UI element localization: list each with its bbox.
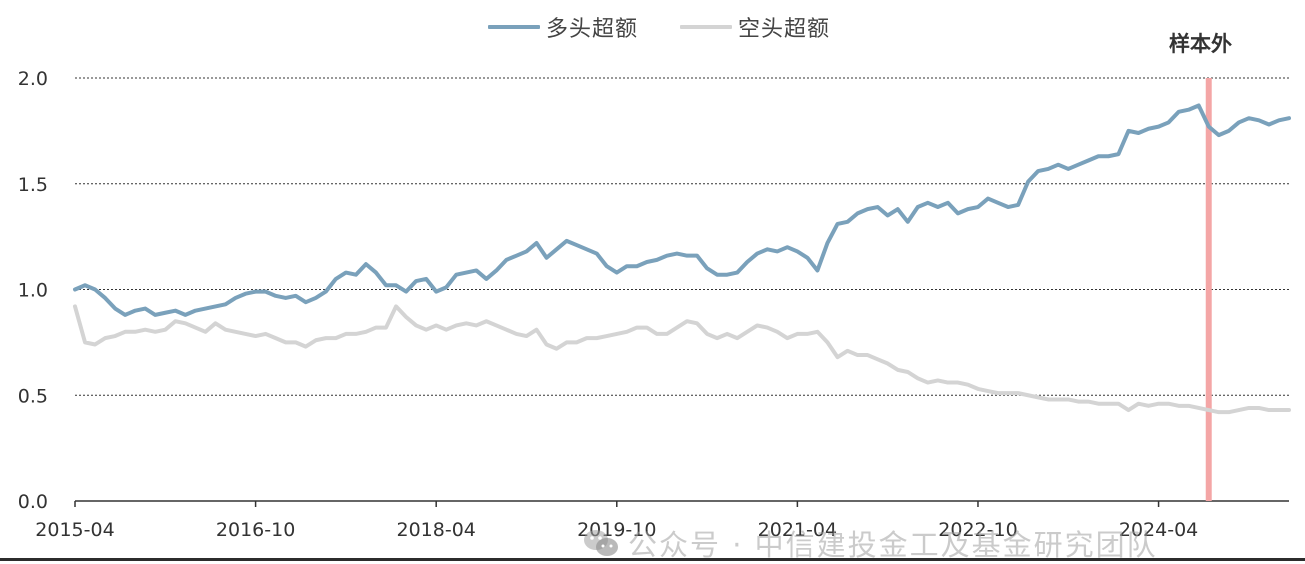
legend-swatch-short — [680, 25, 732, 29]
chart-gridlines — [75, 78, 1289, 395]
x-tick-label: 2016-10 — [216, 519, 295, 541]
legend-item-long: 多头超额 — [488, 12, 638, 42]
series-1 — [75, 306, 1289, 412]
y-tick-label: 0.0 — [18, 491, 48, 513]
wechat-icon — [582, 528, 620, 558]
out-of-sample-label: 样本外 — [1169, 28, 1232, 58]
series-lines — [75, 105, 1289, 412]
series-line-0 — [75, 106, 1289, 315]
y-tick-label: 0.5 — [18, 385, 48, 407]
y-tick-label: 2.0 — [18, 68, 48, 90]
series-line-1 — [75, 306, 1289, 412]
x-tick-label: 2018-04 — [396, 519, 475, 541]
x-tick-label: 2015-04 — [35, 519, 114, 541]
legend-label-short: 空头超额 — [738, 11, 830, 43]
y-tick-label: 1.5 — [18, 174, 48, 196]
y-axis-tick-labels: 0.0 0.5 1.0 1.5 2.0 — [18, 68, 48, 513]
series-0 — [75, 105, 1289, 314]
chart-legend: 多头超额 空头超额 — [0, 12, 1305, 42]
legend-swatch-long — [488, 25, 540, 29]
y-tick-label: 1.0 — [18, 280, 48, 302]
legend-label-long: 多头超额 — [546, 11, 638, 43]
legend-item-short: 空头超额 — [680, 12, 830, 42]
